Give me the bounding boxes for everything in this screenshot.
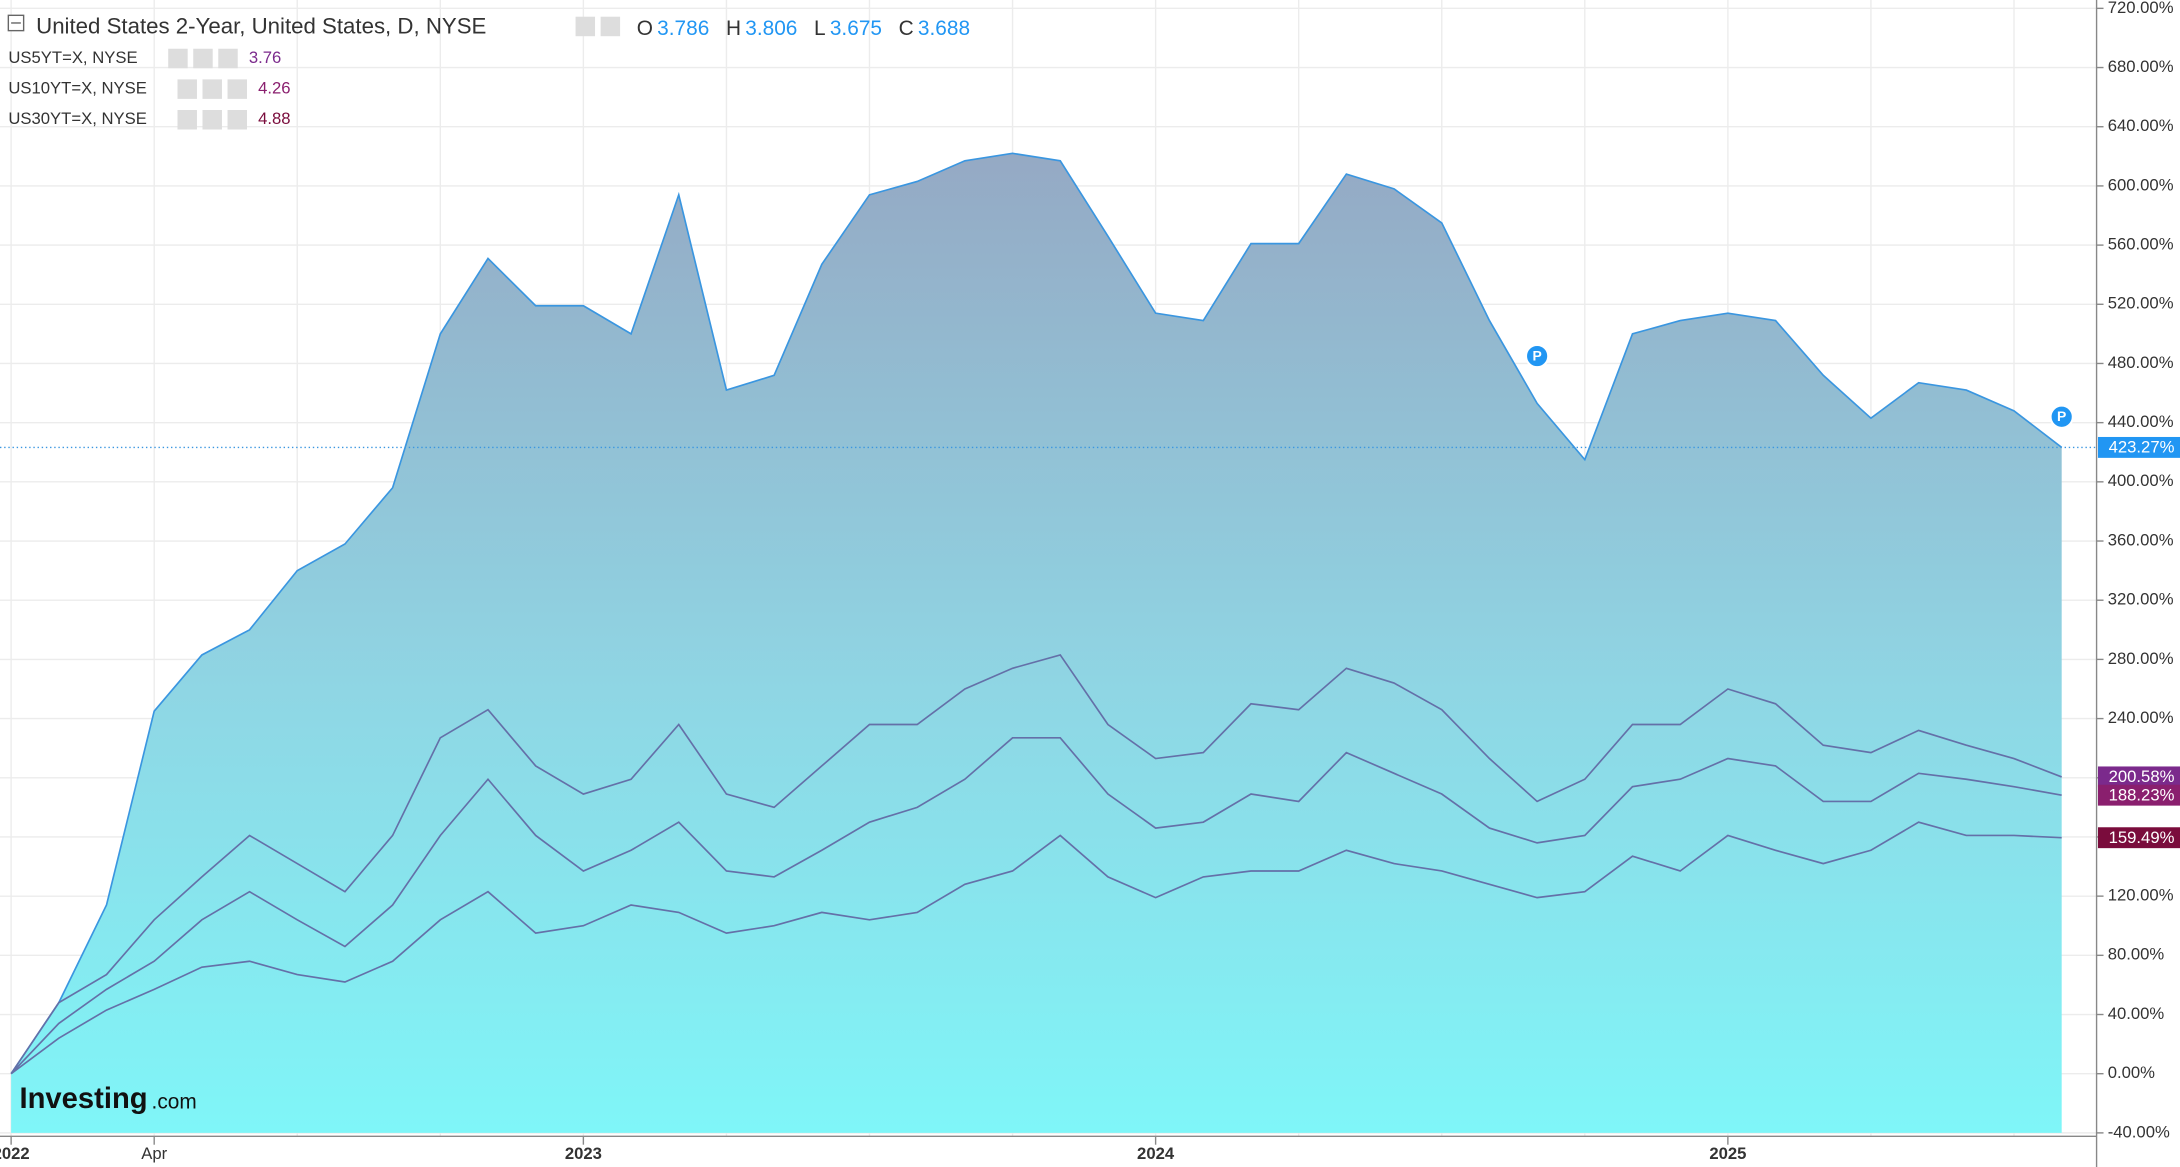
y-tick-label: 360.00%: [2108, 530, 2174, 549]
y-tick-label: 520.00%: [2108, 294, 2174, 313]
y-tick-label: 400.00%: [2108, 471, 2174, 490]
y-tick-label: 600.00%: [2108, 175, 2174, 194]
legend-quote: 4.26: [258, 79, 290, 98]
legend-quote: 4.88: [258, 109, 290, 128]
last-value-label: 200.58%: [2109, 767, 2175, 786]
logo-suffix: .com: [152, 1090, 197, 1113]
legend-icon[interactable]: [218, 48, 238, 69]
chart-title: United States 2-Year, United States, D, …: [36, 14, 486, 39]
y-tick-label: 80.00%: [2108, 945, 2165, 964]
annotation-marker[interactable]: [2049, 404, 2074, 429]
legend-name: US10YT=X, NYSE: [8, 79, 147, 98]
series-line: [10, 653, 2062, 1075]
legend-icon[interactable]: [193, 48, 213, 69]
legend-quote: 3.76: [249, 48, 281, 67]
x-tick-label: 2022: [0, 1144, 30, 1163]
series-line: [10, 821, 2062, 1075]
y-tick-label: 560.00%: [2108, 234, 2174, 253]
last-value-label: 188.23%: [2109, 785, 2175, 804]
x-tick-label: Apr: [141, 1144, 167, 1163]
y-tick-label: 280.00%: [2108, 649, 2174, 668]
logo: Investing .com: [19, 1083, 196, 1115]
legend-name: US30YT=X, NYSE: [8, 109, 147, 128]
ohlc-key: C: [899, 17, 914, 40]
ohlc-value: 3.806: [745, 17, 797, 40]
logo-main: Investing: [19, 1083, 147, 1115]
last-value-box: [2097, 436, 2180, 458]
last-value-label: 423.27%: [2109, 438, 2175, 457]
plot-area: PP: [0, 152, 2097, 1133]
y-tick-label: 640.00%: [2108, 116, 2174, 135]
y-tick-label: 40.00%: [2108, 1004, 2165, 1023]
settings-icon: [600, 16, 621, 37]
ohlc-value: 3.675: [830, 17, 882, 40]
x-tick-label: 2024: [1137, 1144, 1175, 1163]
ohlc-value: 3.786: [657, 17, 709, 40]
settings-icon: [575, 16, 596, 37]
last-value-box: [2097, 784, 2180, 806]
x-tick-label: 2025: [1709, 1144, 1746, 1163]
y-tick-label: 120.00%: [2108, 886, 2174, 905]
y-tick-label: 240.00%: [2108, 708, 2174, 727]
y-tick-label: 320.00%: [2108, 590, 2174, 609]
legend: United States 2-Year, United States, D, …: [7, 14, 970, 130]
legend-icon[interactable]: [202, 110, 222, 130]
y-tick-label: 720.00%: [2108, 0, 2174, 17]
y-tick-label: 680.00%: [2108, 57, 2174, 76]
annotation-label: P: [1532, 347, 1541, 363]
last-value-label: 159.49%: [2109, 828, 2175, 847]
last-value-box: [2097, 766, 2180, 788]
legend-icon[interactable]: [227, 110, 248, 130]
legend-name: US5YT=X, NYSE: [8, 48, 137, 67]
legend-icon[interactable]: [202, 79, 222, 99]
ohlc-value: 3.688: [918, 17, 970, 40]
x-tick-label: 2023: [565, 1144, 602, 1163]
ohlc-key: O: [637, 17, 653, 40]
annotation-label: P: [2057, 408, 2066, 424]
ohlc-key: L: [814, 17, 826, 40]
y-tick-label: 440.00%: [2108, 412, 2174, 431]
series-line: [10, 736, 2062, 1075]
legend-icon[interactable]: [177, 110, 197, 130]
legend-icon[interactable]: [177, 79, 197, 99]
y-tick-label: 0.00%: [2108, 1063, 2155, 1082]
area-fill: [11, 153, 2062, 1133]
last-value-box: [2097, 827, 2180, 849]
legend-icon[interactable]: [168, 48, 188, 69]
ohlc-key: H: [726, 17, 741, 40]
area-line: [10, 152, 2063, 1075]
legend-icon[interactable]: [227, 79, 248, 99]
y-tick-label: -40.00%: [2108, 1122, 2170, 1141]
y-tick-label: 480.00%: [2108, 353, 2174, 372]
annotation-marker[interactable]: [1524, 343, 1550, 369]
